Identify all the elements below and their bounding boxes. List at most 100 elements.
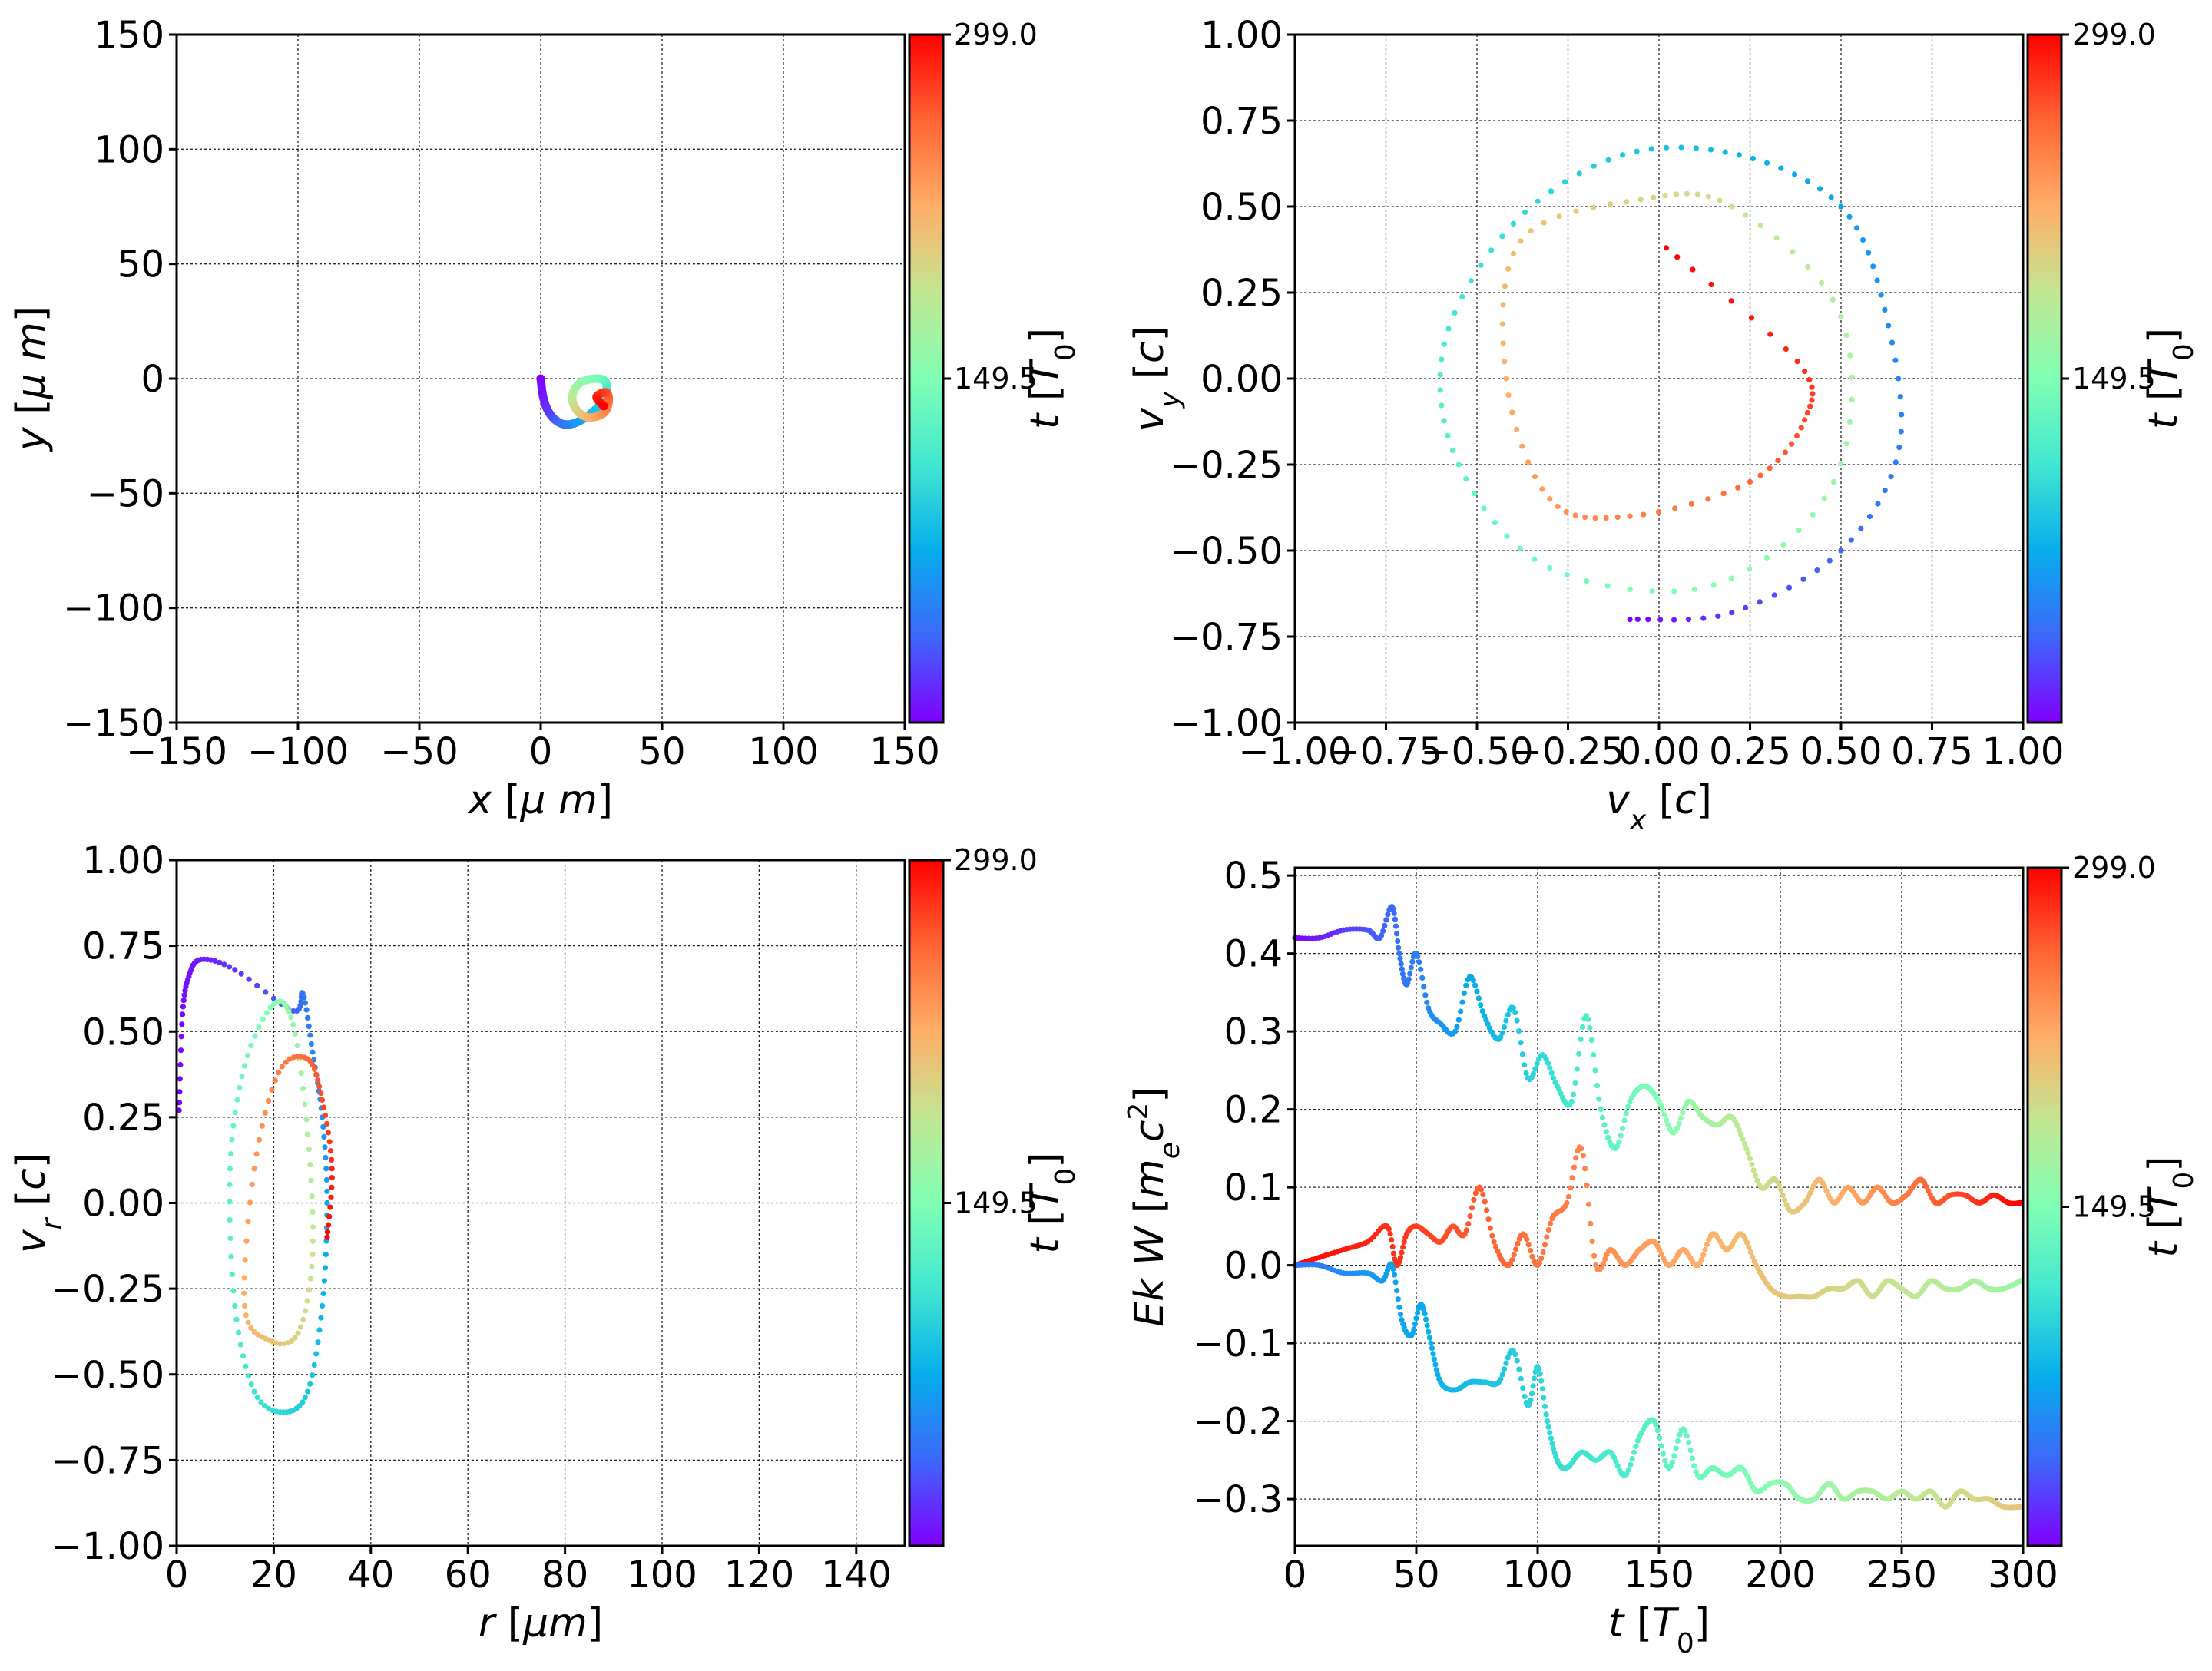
data-point [329, 1156, 335, 1163]
data-point [1504, 533, 1510, 539]
data-point [1528, 1397, 1534, 1403]
data-point [1525, 1242, 1532, 1248]
data-point [1459, 999, 1465, 1005]
data-point [1431, 1356, 1437, 1362]
data-point [1674, 1125, 1681, 1131]
data-point [1649, 588, 1655, 594]
data-point [1463, 1227, 1469, 1233]
data-point [221, 961, 227, 968]
data-point [1420, 1306, 1427, 1312]
data-point [1677, 1431, 1683, 1438]
data-point [1424, 1322, 1430, 1329]
data-point [1691, 586, 1698, 592]
y-axis-label: vr [c] [8, 1153, 68, 1253]
data-point [1878, 292, 1884, 298]
data-point [1604, 583, 1611, 589]
data-point [1518, 238, 1524, 244]
data-point [1479, 1008, 1485, 1014]
data-point [1455, 462, 1462, 468]
data-point [1896, 376, 1902, 382]
data-point [1738, 1131, 1744, 1137]
data-point [1392, 1279, 1399, 1286]
data-point [230, 1123, 237, 1129]
data-point [1415, 953, 1421, 960]
data-point [1541, 1403, 1548, 1409]
colorbar-label: t [T0] [1022, 328, 1081, 429]
data-point [1408, 965, 1414, 971]
data-point [1514, 426, 1520, 432]
data-point [283, 1004, 290, 1010]
data-point [1658, 1443, 1664, 1449]
y-tick-label: 0.2 [1224, 1089, 1283, 1132]
data-point [1463, 982, 1469, 988]
data-point [263, 1010, 270, 1016]
data-point [1780, 1192, 1786, 1198]
data-point [227, 1199, 233, 1205]
data-point [1667, 1464, 1674, 1470]
data-point [1512, 1010, 1518, 1016]
data-point [323, 1155, 329, 1161]
data-point [252, 1033, 258, 1039]
data-point [237, 1342, 243, 1348]
data-point [1415, 1310, 1421, 1316]
data-point [1382, 922, 1388, 928]
data-point [1588, 1037, 1594, 1044]
data-point [1512, 1352, 1518, 1358]
data-point [318, 1315, 324, 1321]
data-point [311, 1066, 317, 1072]
data-point [1809, 397, 1815, 403]
data-point [1735, 485, 1741, 491]
data-point [1634, 616, 1641, 623]
data-point [1729, 610, 1735, 616]
data-point [1764, 160, 1770, 166]
data-point [1746, 1244, 1752, 1250]
data-point [315, 1077, 321, 1084]
x-axis-label: x [μ m] [467, 777, 613, 823]
data-point [302, 1101, 308, 1107]
data-point [1662, 193, 1668, 199]
data-point [1522, 1062, 1528, 1068]
data-point [1614, 514, 1621, 521]
data-point [1657, 1434, 1663, 1441]
data-point [313, 1351, 320, 1357]
data-point [1591, 1052, 1597, 1058]
data-point [1578, 1036, 1584, 1042]
x-tick-label: 50 [638, 730, 685, 773]
data-point [1858, 525, 1864, 531]
data-point [1653, 1421, 1659, 1428]
data-point [1691, 1463, 1697, 1469]
data-point [1686, 1439, 1692, 1446]
data-point [306, 1146, 312, 1153]
x-axis-label: t [T0] [1608, 1600, 1710, 1659]
data-point [1422, 992, 1429, 998]
data-point [1792, 171, 1798, 177]
data-point [229, 1137, 235, 1143]
data-point [1518, 1375, 1524, 1381]
y-tick-label: −0.75 [51, 1439, 164, 1482]
data-point [1429, 1345, 1435, 1352]
data-point [1734, 1123, 1740, 1129]
data-point [1628, 1461, 1634, 1468]
data-point [1588, 1220, 1594, 1226]
data-point [1800, 576, 1806, 582]
data-point [1472, 1190, 1479, 1196]
data-point [247, 1199, 253, 1206]
data-point [1794, 359, 1800, 365]
data-point [1548, 188, 1555, 194]
data-point [1499, 1030, 1505, 1036]
data-point [256, 1137, 263, 1143]
data-point [230, 1288, 237, 1294]
data-point [1618, 1133, 1624, 1139]
data-point [1676, 1120, 1682, 1127]
data-point [1634, 1438, 1641, 1444]
y-tick-label: 0.75 [82, 925, 164, 968]
data-point [295, 1330, 301, 1336]
data-point [1806, 377, 1813, 383]
data-point [322, 1144, 328, 1150]
data-point [1452, 1028, 1459, 1034]
data-point [1672, 505, 1678, 511]
data-point [1849, 396, 1855, 403]
data-point [1823, 1188, 1830, 1194]
data-point [1576, 170, 1582, 177]
data-point [290, 1021, 296, 1027]
